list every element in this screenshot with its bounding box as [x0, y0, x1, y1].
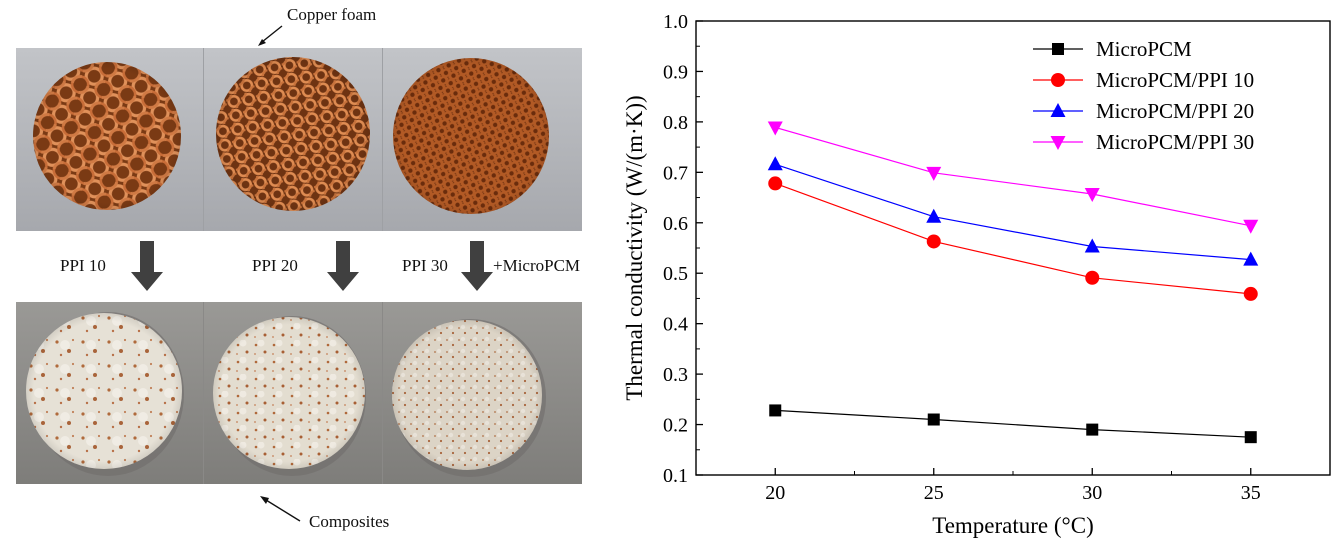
- data-point: [1085, 270, 1100, 285]
- y-axis: 0.1 0.2 0.3 0.4 0.5 0.6 0.7 0.8 0.9 1.0: [663, 11, 703, 487]
- legend-item: MicroPCM: [1033, 37, 1192, 61]
- legend-label: MicroPCM: [1096, 37, 1192, 61]
- legend-item: MicroPCM/PPI 20: [1033, 99, 1254, 123]
- series-path: [775, 182, 1251, 295]
- composites-arrow: [260, 496, 301, 522]
- data-point: [1050, 103, 1066, 117]
- composite-photos: [16, 302, 582, 484]
- data-point: [1051, 73, 1065, 87]
- y-tick-label: 0.2: [663, 415, 688, 437]
- y-axis-label: Thermal conductivity (W/(m·K)): [622, 95, 647, 400]
- data-point: [767, 156, 783, 171]
- x-tick-label: 20: [765, 482, 785, 504]
- ppi10-label: PPI 10: [60, 256, 106, 275]
- x-tick-label: 30: [1082, 482, 1102, 504]
- legend-label: MicroPCM/PPI 10: [1096, 68, 1254, 92]
- data-point: [1050, 136, 1066, 150]
- data-point: [1084, 188, 1100, 203]
- copper-foam-arrow: [258, 25, 283, 46]
- data-point: [1052, 43, 1064, 55]
- data-point: [1086, 423, 1099, 436]
- copper-foam-label: Copper foam: [287, 5, 376, 24]
- y-tick-label: 0.4: [663, 314, 688, 336]
- thermal-conductivity-chart: 0.10.20.30.40.50.60.70.80.91.0 20 25 30 35 …: [622, 11, 1331, 538]
- data-point: [767, 121, 783, 136]
- data-point: [1243, 219, 1259, 234]
- data-point: [1084, 238, 1100, 253]
- data-point: [926, 234, 941, 249]
- y-tick-label: 0.3: [663, 364, 688, 386]
- arrow-ppi30: [461, 241, 493, 291]
- micropcm-added-label: +MicroPCM: [493, 256, 580, 275]
- data-point: [1243, 286, 1258, 301]
- series-group: [767, 121, 1259, 444]
- x-tick-label: 35: [1241, 482, 1261, 504]
- data-point: [926, 208, 942, 223]
- data-point: [1243, 251, 1259, 266]
- y-tick-label: 0.9: [663, 61, 688, 83]
- legend-label: MicroPCM/PPI 20: [1096, 99, 1254, 123]
- x-axis-label: Temperature (°C): [932, 513, 1093, 538]
- series-path: [775, 126, 1251, 227]
- ppi30-label: PPI 30: [402, 256, 448, 275]
- legend: MicroPCM MicroPCM/PPI 10 MicroPCM/PPI 20 Mi…: [1033, 37, 1254, 154]
- series-line: [769, 404, 1257, 444]
- series-line: [768, 176, 1258, 301]
- y-tick-label: 0.6: [663, 213, 688, 235]
- composites-label: Composites: [309, 512, 389, 531]
- y-tick-label: 0.7: [663, 162, 688, 184]
- data-point: [768, 176, 783, 191]
- y-tick-label: 1.0: [663, 11, 688, 33]
- photo-panel: Copper foam PPI 10 PPI 20 PP: [16, 5, 582, 531]
- y-tick-label: 0.5: [663, 263, 688, 285]
- data-point: [769, 404, 782, 417]
- data-point: [1244, 431, 1257, 444]
- y-tick-label: 0.1: [663, 465, 688, 487]
- legend-label: MicroPCM/PPI 30: [1096, 130, 1254, 154]
- arrow-ppi20: [327, 241, 359, 291]
- copper-foam-photos: [16, 48, 582, 231]
- series-path: [775, 409, 1251, 438]
- arrow-ppi10: [131, 241, 163, 291]
- y-tick-label: 0.8: [663, 112, 688, 134]
- data-point: [926, 166, 942, 181]
- data-point: [927, 413, 940, 426]
- ppi20-label: PPI 20: [252, 256, 298, 275]
- x-axis: 20 25 30 35: [765, 468, 1261, 504]
- x-tick-label: 25: [924, 482, 944, 504]
- series-line: [767, 121, 1259, 234]
- legend-item: MicroPCM/PPI 10: [1033, 68, 1254, 92]
- series-path: [775, 163, 1251, 261]
- series-line: [767, 156, 1259, 266]
- legend-item: MicroPCM/PPI 30: [1033, 130, 1254, 154]
